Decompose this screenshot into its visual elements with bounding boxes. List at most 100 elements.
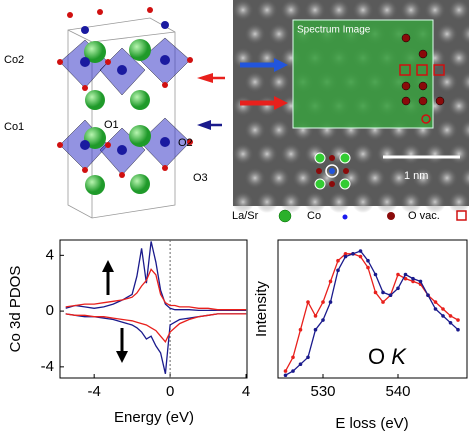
point (306, 300, 310, 304)
x-tick-label: 540 (385, 383, 410, 400)
atom-column (400, 0, 422, 21)
atom-label: O2 (178, 137, 193, 149)
point (291, 356, 295, 360)
point (314, 314, 318, 318)
y-tick-label: 0 (46, 302, 54, 319)
atom-column (448, 143, 469, 165)
point (396, 287, 400, 291)
atom-column (256, 0, 278, 21)
point (374, 291, 378, 295)
atom-column (232, 143, 254, 165)
point (344, 255, 348, 259)
point (299, 328, 303, 332)
overlay-title: Spectrum Image (297, 25, 371, 36)
legend-label: O vac. (408, 210, 440, 222)
point (441, 314, 445, 318)
atom-column (256, 191, 278, 213)
point (449, 321, 453, 325)
atom-label: O3 (193, 172, 208, 184)
atom-column (424, 143, 446, 165)
point (321, 318, 325, 322)
atom-column (352, 0, 374, 21)
point (374, 273, 378, 277)
point (284, 369, 288, 373)
atom-column (352, 143, 374, 165)
crystal-structure: Co2 Co1 O1 O2 O3 (4, 7, 225, 218)
atom-column (328, 0, 350, 21)
atom-column (280, 143, 302, 165)
atom-column (436, 23, 458, 45)
x-tick-label: 0 (166, 383, 174, 400)
atom-column (436, 119, 458, 141)
atom-column (376, 143, 398, 165)
atom-column (352, 191, 374, 213)
point (329, 280, 333, 284)
point (381, 291, 385, 295)
y-tick-label: -4 (41, 358, 54, 375)
y-tick-label: 4 (46, 246, 54, 263)
atom-column (244, 23, 266, 45)
atom-column (292, 167, 314, 189)
point (336, 269, 340, 273)
atom-column (244, 167, 266, 189)
point (321, 300, 325, 304)
atom-column (304, 0, 326, 21)
atom-column (424, 0, 446, 21)
point (366, 259, 370, 263)
atom-column (400, 143, 422, 165)
atom-column (232, 0, 254, 21)
series-line (66, 314, 246, 342)
atom-column (268, 167, 290, 189)
point (366, 266, 370, 270)
atom-column (280, 191, 302, 213)
point (441, 307, 445, 311)
point (359, 249, 363, 253)
annotation-part: K (391, 344, 407, 369)
point (419, 280, 423, 284)
x-tick-label: -4 (88, 383, 101, 400)
x-tick-label: 530 (310, 383, 335, 400)
atom-column (448, 95, 469, 117)
point (314, 328, 318, 332)
atom-column (364, 167, 386, 189)
point (449, 314, 453, 318)
point (434, 300, 438, 304)
point (351, 252, 355, 256)
point (381, 300, 385, 304)
point (359, 255, 363, 259)
plot-frame (60, 240, 247, 378)
atom-column (268, 71, 290, 93)
atom-column (448, 191, 469, 213)
point (456, 318, 460, 322)
point (389, 293, 393, 297)
atom-column (268, 119, 290, 141)
atom-column (376, 0, 398, 21)
point (299, 362, 303, 366)
point (426, 293, 430, 297)
atom-column (232, 95, 254, 117)
atom-label: Co1 (4, 121, 24, 133)
point (306, 356, 310, 360)
atom-column (244, 119, 266, 141)
atom-column (244, 71, 266, 93)
point (411, 277, 415, 281)
figure: Co2 Co1 O1 O2 O3 Spectrum Image 1 nm La/… (0, 0, 469, 438)
point (396, 273, 400, 277)
point (404, 273, 408, 277)
atom-column (256, 143, 278, 165)
series-line (66, 314, 246, 374)
atom-column (328, 191, 350, 213)
scale-bar-label: 1 nm (404, 170, 428, 182)
y-axis-label: Co 3d PDOS (7, 266, 24, 353)
y-axis-label: Intensity (253, 281, 270, 337)
x-tick-label: 4 (242, 383, 250, 400)
point (291, 369, 295, 373)
point (434, 307, 438, 311)
point (456, 328, 460, 332)
legend-label: La/Sr (232, 210, 259, 222)
x-axis-label: E loss (eV) (335, 415, 408, 432)
annotation: O K (368, 344, 407, 369)
point (336, 259, 340, 263)
point (329, 300, 333, 304)
atom-column (436, 167, 458, 189)
